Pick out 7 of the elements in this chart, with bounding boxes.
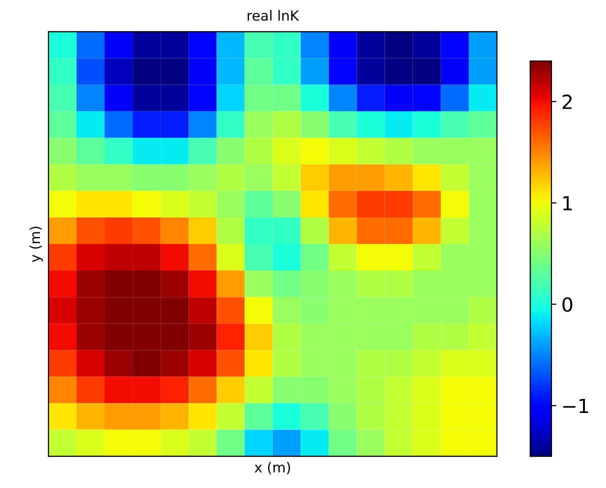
- color-bar-label: 2: [562, 94, 572, 109]
- color-bar-label: 0: [562, 297, 572, 312]
- y-axis-title: y (m): [30, 226, 43, 262]
- chart-title: real lnK: [248, 10, 300, 21]
- color-bar-label: 1: [563, 196, 572, 210]
- x-axis-title: x (m): [254, 462, 290, 474]
- color-bar-label: −1: [563, 398, 588, 413]
